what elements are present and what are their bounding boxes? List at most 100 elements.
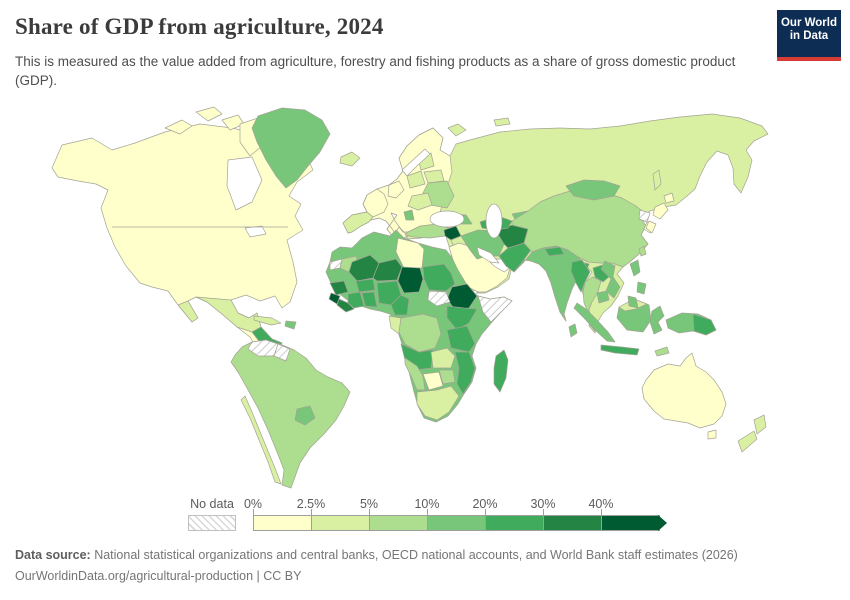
country-japan[interactable] bbox=[645, 220, 657, 234]
legend-bin-2.5[interactable] bbox=[312, 516, 370, 530]
legend-arrow bbox=[658, 515, 667, 531]
country-tanzania[interactable] bbox=[446, 325, 476, 353]
country-cuba[interactable] bbox=[253, 315, 282, 326]
country-philippines[interactable] bbox=[627, 295, 639, 309]
country-burkina-faso[interactable] bbox=[355, 278, 376, 293]
legend-tick bbox=[543, 509, 544, 515]
legend-bins bbox=[253, 515, 660, 531]
country-japan[interactable] bbox=[663, 192, 675, 204]
country-guyana[interactable] bbox=[273, 343, 291, 362]
legend-bin-10[interactable] bbox=[428, 516, 486, 530]
country-indonesia-sulawesi[interactable] bbox=[649, 305, 665, 335]
country-south-africa[interactable] bbox=[416, 385, 460, 421]
country-niger[interactable] bbox=[372, 258, 403, 282]
country-hispaniola[interactable] bbox=[284, 320, 297, 330]
country-philippines[interactable] bbox=[636, 281, 647, 295]
country-timor[interactable] bbox=[654, 346, 670, 357]
country-taiwan[interactable] bbox=[638, 245, 647, 257]
country-poland[interactable] bbox=[406, 170, 426, 189]
country-australia[interactable] bbox=[641, 352, 727, 429]
legend-bin-5[interactable] bbox=[370, 516, 428, 530]
legend-tick-label: 20% bbox=[472, 497, 498, 511]
country-namibia[interactable] bbox=[404, 357, 426, 391]
country-zambia[interactable] bbox=[430, 347, 456, 369]
country-arctic-island[interactable] bbox=[164, 119, 193, 135]
country-south-sudan[interactable] bbox=[427, 290, 451, 307]
footer: Data source: National statistical organi… bbox=[15, 545, 738, 587]
country-ivory-coast[interactable] bbox=[347, 291, 365, 309]
country-thailand[interactable] bbox=[582, 276, 602, 313]
arctic-isle-russia[interactable] bbox=[493, 117, 511, 127]
legend-bin-30[interactable] bbox=[544, 516, 602, 530]
country-spain[interactable] bbox=[342, 211, 374, 234]
hudson-bay bbox=[226, 156, 263, 211]
legend-tick-label: 5% bbox=[359, 497, 379, 511]
legend-bin-20[interactable] bbox=[486, 516, 544, 530]
black-sea bbox=[429, 210, 465, 228]
legend-bin-0[interactable] bbox=[254, 516, 312, 530]
country-indonesia-sumatra[interactable] bbox=[573, 302, 616, 343]
country-guinea[interactable] bbox=[329, 280, 349, 296]
country-botswana[interactable] bbox=[422, 371, 444, 391]
novaya-zemlya-islands[interactable] bbox=[447, 123, 467, 137]
border-germany bbox=[387, 180, 405, 199]
legend-tick-label: 0% bbox=[243, 497, 263, 511]
country-new-zealand[interactable] bbox=[753, 414, 767, 435]
page-subtitle: This is measured as the value added from… bbox=[15, 54, 736, 88]
country-sudan[interactable] bbox=[422, 263, 456, 292]
country-drc[interactable] bbox=[398, 313, 442, 353]
country-cameroon[interactable] bbox=[390, 294, 410, 316]
legend-tick bbox=[369, 509, 370, 515]
legend-tick bbox=[485, 509, 486, 515]
page-title: Share of GDP from agriculture, 2024 bbox=[15, 14, 384, 39]
country-arctic-island[interactable] bbox=[195, 106, 223, 122]
baltic-sea bbox=[401, 148, 431, 177]
country-mozambique[interactable] bbox=[454, 351, 476, 395]
country-greenland[interactable] bbox=[251, 107, 331, 189]
country-papua-new-guinea[interactable] bbox=[692, 313, 717, 336]
legend-tick bbox=[253, 509, 254, 515]
country-zimbabwe[interactable] bbox=[438, 369, 456, 385]
country-paraguay[interactable] bbox=[294, 405, 316, 426]
country-vietnam[interactable] bbox=[600, 260, 621, 299]
caspian-sea bbox=[485, 203, 503, 239]
legend-bin-40[interactable] bbox=[602, 516, 659, 530]
country-madagascar[interactable] bbox=[493, 349, 509, 393]
country-myanmar[interactable] bbox=[570, 259, 591, 293]
country-laos[interactable] bbox=[592, 264, 612, 283]
country-mongolia[interactable] bbox=[565, 179, 621, 201]
country-gabon-congo[interactable] bbox=[388, 315, 402, 335]
owid-logo-line2: in Data bbox=[789, 30, 829, 42]
country-australia-tasmania[interactable] bbox=[707, 429, 717, 440]
footer-link-line[interactable]: OurWorldinData.org/agricultural-producti… bbox=[15, 569, 302, 583]
data-source-text: National statistical organizations and c… bbox=[90, 548, 738, 562]
country-liberia[interactable] bbox=[336, 298, 355, 313]
data-source-label: Data source: bbox=[15, 548, 91, 562]
sakhalin-island[interactable] bbox=[652, 169, 662, 191]
country-chad[interactable] bbox=[397, 266, 424, 294]
no-data-label: No data bbox=[190, 497, 234, 511]
country-uganda-kenya[interactable] bbox=[446, 305, 478, 331]
country-iceland[interactable] bbox=[339, 151, 361, 167]
country-somalia[interactable] bbox=[477, 295, 513, 323]
country-libya[interactable] bbox=[395, 237, 425, 269]
country-indonesia-java[interactable] bbox=[600, 344, 640, 356]
country-japan[interactable] bbox=[652, 202, 669, 220]
no-data-swatch[interactable] bbox=[188, 515, 236, 531]
country-mexico[interactable] bbox=[177, 296, 262, 333]
country-nepal[interactable] bbox=[544, 246, 565, 257]
country-philippines[interactable] bbox=[629, 259, 641, 277]
country-belarus[interactable] bbox=[423, 169, 445, 184]
owid-logo-line1: Our World bbox=[780, 17, 837, 29]
country-cambodia[interactable] bbox=[596, 290, 610, 304]
owid-logo[interactable]: Our World in Data bbox=[777, 10, 841, 61]
country-chile[interactable] bbox=[240, 395, 282, 485]
legend-tick-label: 10% bbox=[414, 497, 440, 511]
country-albania[interactable] bbox=[403, 209, 415, 221]
country-new-zealand[interactable] bbox=[737, 430, 758, 453]
country-ghana[interactable] bbox=[361, 291, 378, 308]
region-balkans[interactable] bbox=[407, 192, 433, 211]
country-sri-lanka[interactable] bbox=[568, 323, 578, 338]
